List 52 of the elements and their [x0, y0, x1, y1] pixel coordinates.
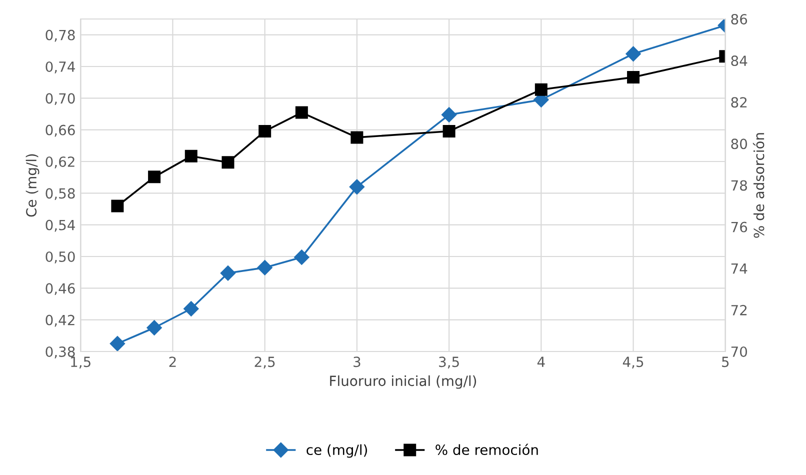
- y-tick-label: 0,70: [46, 93, 75, 106]
- x-tick-label: 5: [722, 356, 729, 368]
- point: [220, 266, 236, 281]
- point: [148, 170, 161, 184]
- point: [442, 124, 456, 138]
- x-tick-label: 4: [537, 356, 545, 367]
- y2-tick-label: 76: [731, 222, 748, 232]
- y2-axis-title: % de adsorción: [752, 133, 764, 238]
- point: [146, 320, 162, 336]
- x-tick-label: 4,5: [622, 356, 644, 369]
- y2-tick-label: 74: [731, 264, 748, 274]
- point: [441, 107, 457, 122]
- x-tick-label: 2: [169, 356, 176, 367]
- y-tick-label: 0,38: [46, 346, 75, 358]
- y2-tick-label: 72: [731, 304, 747, 316]
- point: [184, 301, 199, 316]
- y2-tick-label: 78: [731, 180, 747, 191]
- x-tick-label: 3: [354, 356, 360, 368]
- x-tick-label: 1,5: [71, 356, 90, 369]
- y-tick-label: 0,78: [46, 30, 75, 42]
- point: [349, 179, 365, 194]
- point: [258, 124, 272, 138]
- y2-tick-label: 84: [731, 56, 748, 66]
- y-tick-label: 0,58: [46, 188, 75, 200]
- point: [184, 150, 198, 162]
- y-tick-label: 0,62: [46, 156, 74, 168]
- y2-tick-label: 86: [731, 14, 748, 24]
- y-tick-label: 0,54: [46, 220, 75, 232]
- y-tick-label: 0,42: [46, 314, 74, 327]
- point: [626, 46, 641, 62]
- point: [534, 83, 548, 96]
- y2-tick-label: 80: [731, 138, 748, 150]
- y-tick-label: 0,46: [46, 283, 75, 296]
- y2-tick-label: 82: [731, 97, 747, 108]
- y-tick-label: 0,74: [46, 61, 75, 74]
- point: [111, 200, 124, 212]
- point: [294, 250, 310, 265]
- y-tick-label: 0,50: [46, 251, 75, 264]
- point: [257, 260, 272, 276]
- legend-label: ce (mg/l): [306, 444, 367, 458]
- y2-tick-label: 70: [731, 346, 748, 357]
- point: [110, 336, 126, 352]
- point: [627, 70, 640, 84]
- x-tick-label: 2,5: [254, 356, 275, 369]
- point: [295, 106, 308, 119]
- x-tick-label: 3,5: [439, 356, 459, 369]
- legend-label: % de remoción: [436, 444, 538, 456]
- point: [350, 131, 364, 144]
- y-tick-label: 0,66: [46, 124, 75, 137]
- point: [222, 156, 234, 169]
- y-axis-title: Ce (mg/l): [26, 154, 40, 217]
- x-axis-title: Fluoruro inicial (mg/l): [330, 375, 476, 389]
